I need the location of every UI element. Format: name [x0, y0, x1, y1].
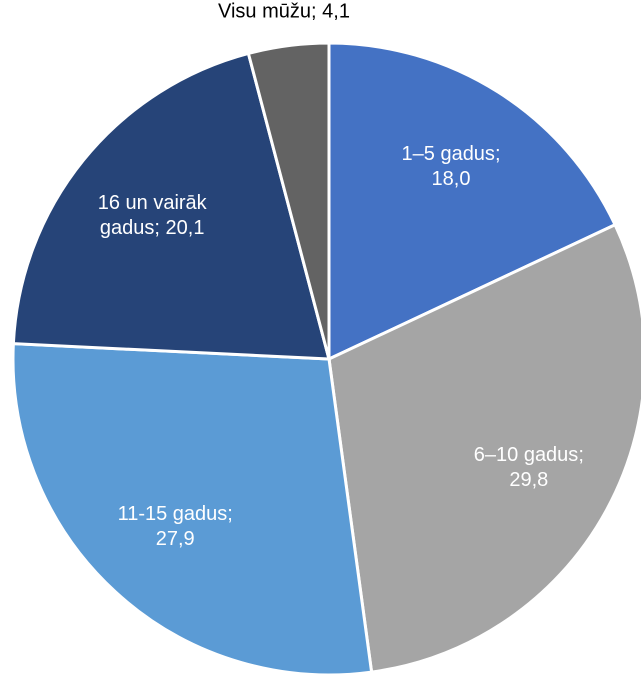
- separator: ;: [154, 216, 160, 239]
- separator: ;: [494, 142, 501, 165]
- data-label: 1–5 gadus; 18,0: [386, 142, 516, 192]
- separator: ;: [227, 502, 233, 525]
- data-label: 16 un vairāk gadus; 20,1: [77, 191, 227, 241]
- value-label: 20,1: [165, 216, 205, 239]
- data-label: 6–10 gadus; 29,8: [464, 443, 594, 493]
- value-label: 4,1: [322, 0, 350, 23]
- category-name: 16 un vairāk gadus: [97, 191, 207, 239]
- pie-slice: [327, 41, 618, 362]
- category-name: 1–5 gadus: [401, 142, 495, 165]
- data-label: Visu mūžu; 4,1: [154, 0, 414, 24]
- category-name: 6–10 gadus: [473, 443, 579, 466]
- data-label: 11-15 gadus; 27,9: [110, 502, 240, 552]
- pie-slice: [246, 41, 331, 360]
- value-label: 27,9: [155, 527, 195, 550]
- category-name: 11-15 gadus: [117, 502, 228, 525]
- separator: ;: [311, 0, 317, 23]
- separator: ;: [578, 443, 584, 466]
- pie-slice: [327, 222, 641, 674]
- value-label: 29,8: [509, 468, 549, 491]
- category-name: Visu mūžu: [218, 0, 312, 23]
- value-label: 18,0: [431, 167, 471, 190]
- pie-slice: [11, 51, 331, 361]
